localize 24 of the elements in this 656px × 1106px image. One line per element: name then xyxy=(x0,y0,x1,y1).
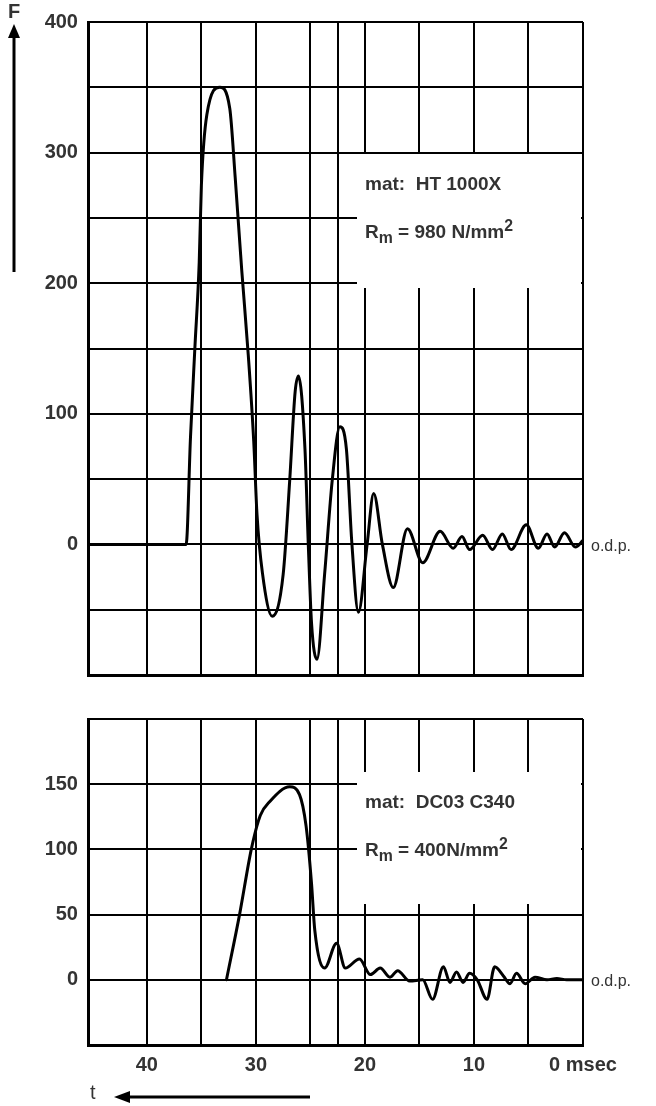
annotation: mat: HT 1000X xyxy=(365,171,503,196)
annotation: R$_{m}$ = 980 N/mm$^{2}$ xyxy=(365,215,515,248)
annotation: o.d.p. xyxy=(591,972,632,990)
y-axis-title: F xyxy=(8,0,21,23)
y-tick-label: 300 xyxy=(44,140,78,163)
annotation: o.d.p. xyxy=(591,536,632,554)
x-tick-label: 20 xyxy=(353,1052,377,1075)
y-tick-label: 150 xyxy=(44,771,78,794)
x-axis-title: t xyxy=(90,1081,96,1104)
y-tick-label: 200 xyxy=(44,270,78,293)
x-tick-label: 10 xyxy=(462,1052,486,1075)
y-tick-label: 100 xyxy=(44,836,78,859)
x-tick-label: 40 xyxy=(135,1052,158,1075)
note-box: mat: HT 1000X R$_{m}$ = 980 N/mm$^{2}$ xyxy=(357,153,581,289)
x-tick-label: 30 xyxy=(244,1052,268,1075)
x-tick-label: 0 msec xyxy=(549,1052,617,1075)
y-tick-label: 0 xyxy=(66,531,78,554)
annotation: mat: DC03 C340 xyxy=(365,790,516,815)
note-box: mat: DC03 C340 R$_{m}$ = 400N/mm$^{2}$ xyxy=(357,772,581,904)
y-tick-label: 100 xyxy=(44,401,78,424)
y-tick-label: 0 xyxy=(66,967,78,990)
annotation: R$_{m}$ = 400N/mm$^{2}$ xyxy=(365,834,509,867)
y-tick-label: 400 xyxy=(44,9,78,32)
y-tick-label: 50 xyxy=(55,902,78,925)
